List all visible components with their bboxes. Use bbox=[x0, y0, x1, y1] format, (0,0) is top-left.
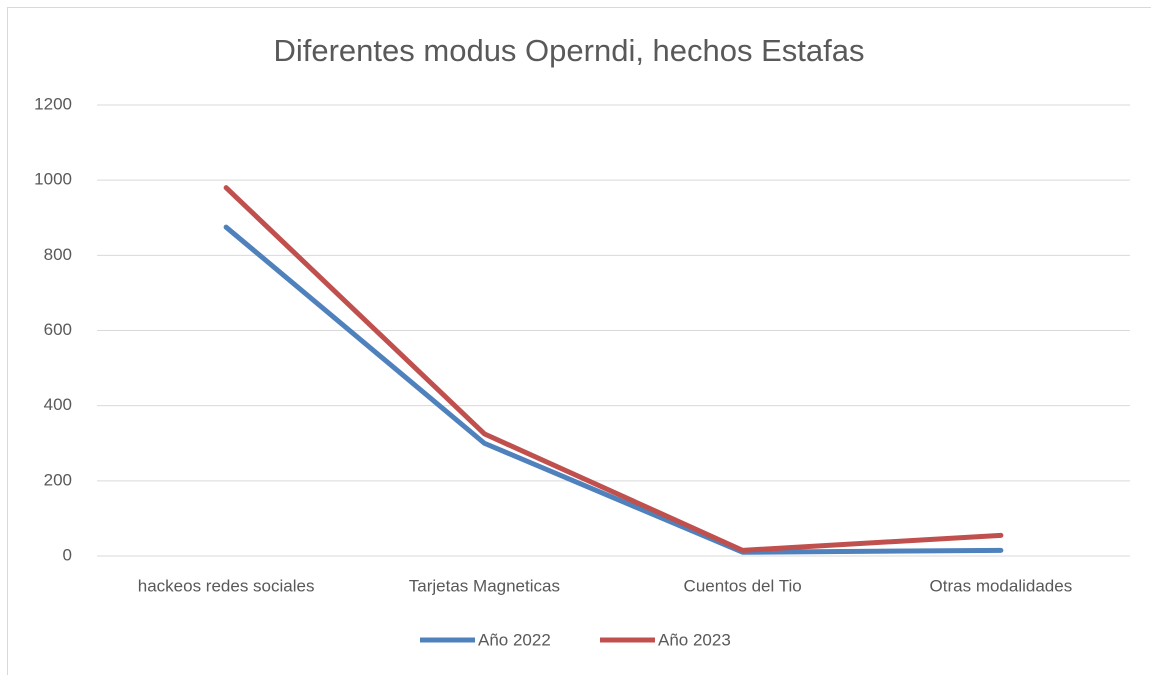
x-tick-label: Otras modalidades bbox=[930, 576, 1073, 595]
y-tick-label: 1200 bbox=[34, 94, 72, 113]
chart-title: Diferentes modus Operndi, hechos Estafas bbox=[273, 33, 864, 68]
series-line bbox=[223, 224, 1004, 555]
x-tick-label: hackeos redes sociales bbox=[138, 576, 315, 595]
series-line bbox=[223, 185, 1004, 553]
y-tick-label: 200 bbox=[44, 470, 72, 489]
y-tick-label: 800 bbox=[44, 245, 72, 264]
chart-border bbox=[7, 7, 1151, 675]
x-tick-label: Cuentos del Tio bbox=[684, 576, 802, 595]
x-tick-label: Tarjetas Magneticas bbox=[409, 576, 560, 595]
legend-label: Año 2022 bbox=[478, 630, 551, 649]
y-tick-label: 600 bbox=[44, 320, 72, 339]
y-tick-label: 1000 bbox=[34, 170, 72, 189]
y-tick-label: 400 bbox=[44, 395, 72, 414]
legend-label: Año 2023 bbox=[658, 630, 731, 649]
y-tick-label: 0 bbox=[63, 545, 72, 564]
